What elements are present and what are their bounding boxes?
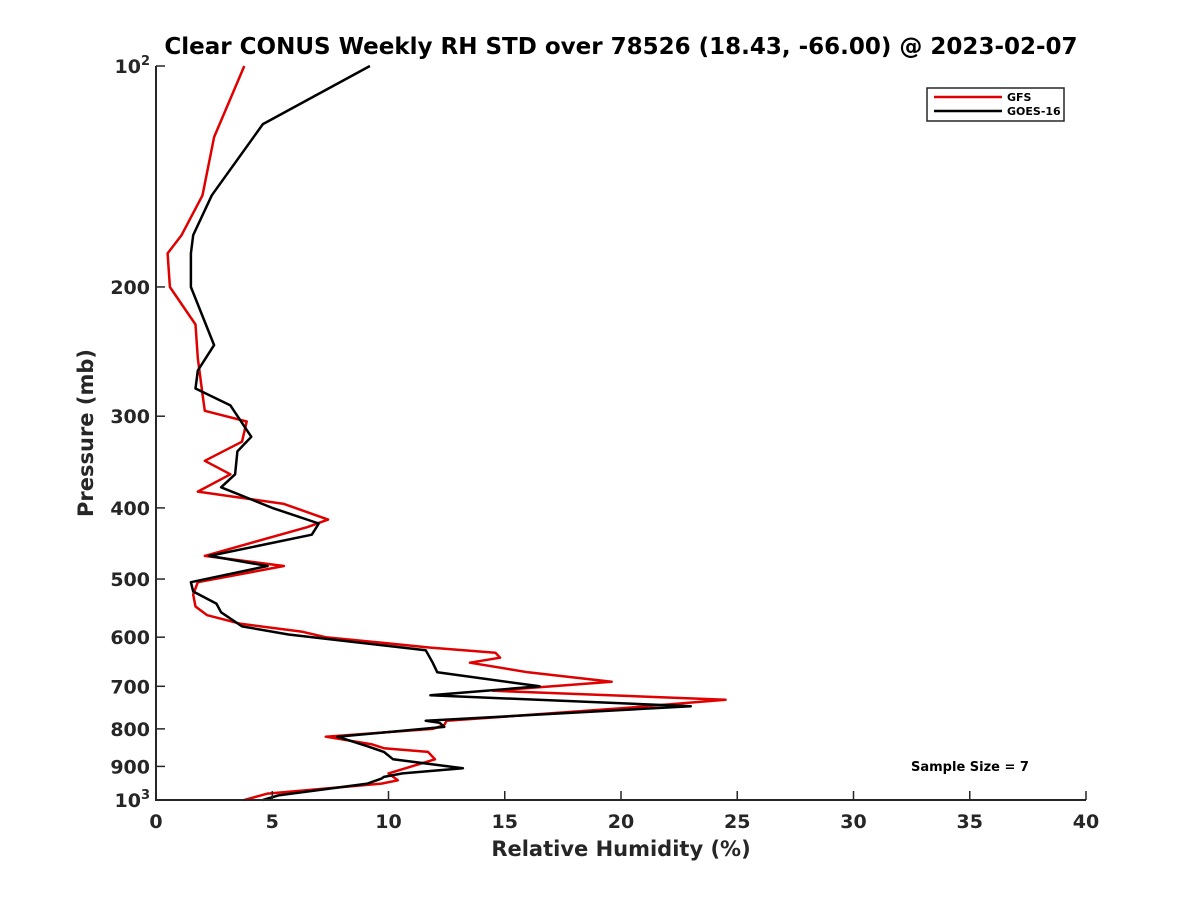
y-tick-label: 400: [110, 498, 150, 520]
series-line-goes16: [189, 64, 693, 802]
x-tick-label: 5: [266, 811, 279, 833]
legend-label-goes16: GOES-16: [1007, 105, 1061, 118]
series-line-gfs: [166, 65, 727, 802]
x-tick-label: 10: [375, 811, 401, 833]
chart-title: Clear CONUS Weekly RH STD over 78526 (18…: [164, 34, 1077, 60]
x-axis-label: Relative Humidity (%): [491, 837, 750, 861]
series-layer: [166, 64, 727, 802]
y-tick-label: 900: [110, 756, 150, 778]
y-tick-label: 200: [110, 277, 150, 299]
y-axis-label: Pressure (mb): [74, 349, 98, 517]
sample-size-annotation: Sample Size = 7: [911, 760, 1029, 775]
x-tick-label: 35: [957, 811, 983, 833]
y-tick-label: 102: [115, 54, 151, 78]
legend-box: [926, 87, 1065, 122]
x-tick-label: 20: [608, 811, 634, 833]
legend: GFS GOES-16: [926, 87, 1065, 122]
axis-frame: [155, 66, 1086, 801]
y-axis: 102 200 300 400 500 600 700 800 900 103: [110, 54, 165, 812]
x-tick-label: 15: [492, 811, 518, 833]
y-tick-label: 500: [110, 569, 150, 591]
x-tick-label: 40: [1073, 811, 1099, 833]
legend-label-gfs: GFS: [1007, 91, 1032, 104]
y-tick-label: 800: [110, 719, 150, 741]
y-tick-label: 103: [115, 788, 151, 812]
y-tick-label: 300: [110, 406, 150, 428]
y-tick-label: 700: [110, 676, 150, 698]
x-tick-label: 25: [724, 811, 750, 833]
x-axis: 0 5 10 15 20 25 30 35 40: [149, 791, 1099, 833]
x-tick-label: 0: [149, 811, 162, 833]
x-tick-label: 30: [840, 811, 866, 833]
y-tick-label: 600: [110, 627, 150, 649]
